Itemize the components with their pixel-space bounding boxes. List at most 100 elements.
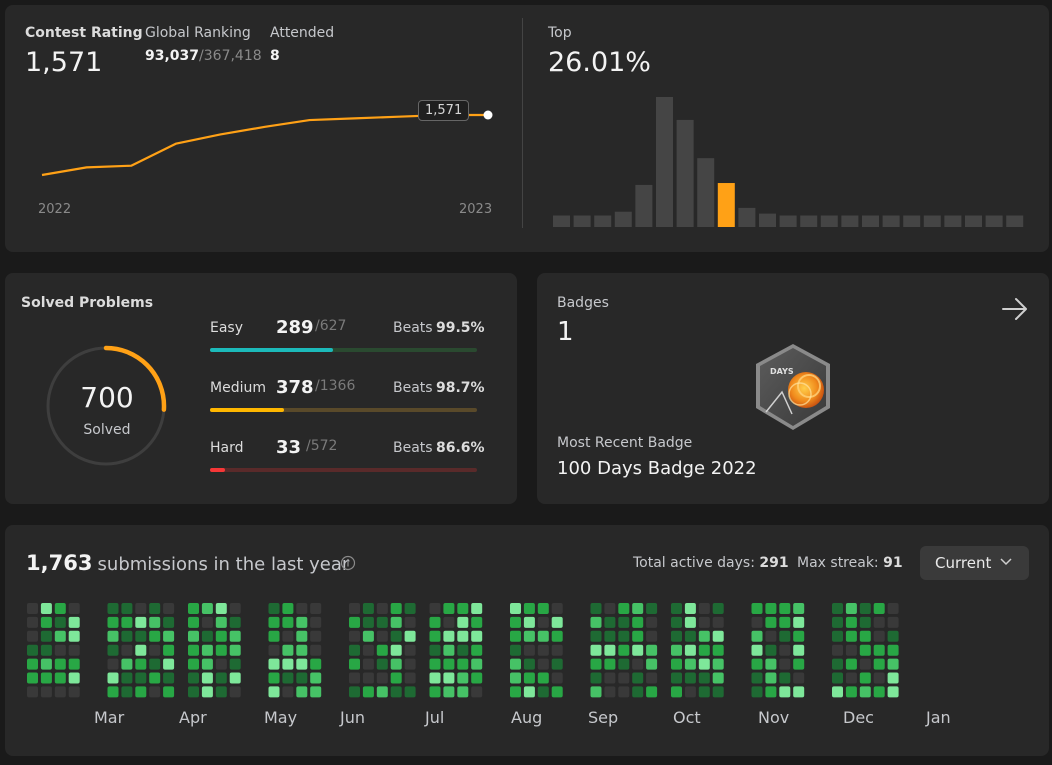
- easy-beats-label: Beats: [393, 320, 433, 336]
- month-label: Jul: [425, 708, 445, 727]
- month-label: Dec: [843, 708, 874, 727]
- easy-progress-bar: [210, 348, 477, 352]
- top-percentage: 26.01%: [548, 47, 651, 78]
- most-recent-badge-name: 100 Days Badge 2022: [557, 458, 757, 479]
- month-label: Sep: [588, 708, 619, 727]
- month-label: May: [264, 708, 298, 727]
- histogram-bar: [614, 211, 632, 227]
- histogram-bar: [738, 207, 756, 227]
- 100-days-badge-icon[interactable]: DAYS: [752, 342, 834, 432]
- contest-rating-card: [5, 5, 1049, 252]
- month-label: Nov: [758, 708, 790, 727]
- global-rank-total: /367,418: [199, 48, 262, 64]
- active-days: Total active days: 291: [633, 555, 789, 571]
- medium-beats-label: Beats: [393, 380, 433, 396]
- rating-line: [41, 113, 488, 177]
- histogram-bar: [800, 215, 818, 227]
- badges-arrow-button[interactable]: [1000, 294, 1030, 324]
- top-label: Top: [548, 25, 572, 41]
- year-select-dropdown[interactable]: Current: [920, 546, 1029, 580]
- easy-total: /627: [315, 318, 347, 334]
- hard-total: /572: [306, 438, 338, 454]
- global-ranking-label: Global Ranking: [145, 25, 251, 41]
- easy-count: 289: [276, 317, 314, 338]
- histogram-bar: [841, 215, 859, 227]
- contest-rating-label: Contest Rating: [25, 25, 143, 41]
- hard-count: 33: [276, 437, 302, 458]
- histogram-bar: [779, 215, 797, 227]
- medium-beats-value: 98.7%: [436, 380, 485, 396]
- easy-beats-value: 99.5%: [436, 320, 485, 336]
- histogram-bar: [717, 183, 735, 227]
- histogram-bar: [862, 215, 879, 227]
- max-streak-label: Max streak:: [797, 555, 879, 571]
- medium-total: /1366: [315, 378, 356, 394]
- badges-label: Badges: [557, 295, 609, 311]
- histogram-bar: [944, 215, 962, 227]
- easy-progress-fill: [210, 348, 334, 352]
- rating-tooltip: 1,571: [418, 100, 470, 121]
- histogram-bar: [573, 215, 591, 227]
- histogram-bar: [1006, 215, 1024, 227]
- solved-problems-label: Solved Problems: [21, 295, 154, 311]
- histogram-bar: [985, 215, 1003, 227]
- medium-count: 378: [276, 377, 314, 398]
- card-divider: [522, 18, 523, 228]
- solved-total: 700: [80, 381, 134, 414]
- year-end-label: 2023: [459, 202, 493, 217]
- rating-histogram: [553, 97, 1024, 227]
- month-label: Apr: [179, 708, 207, 727]
- medium-progress-bar: [210, 408, 477, 412]
- chevron-down-icon: [1000, 558, 1012, 566]
- hard-label: Hard: [210, 440, 244, 456]
- submissions-heading: 1,763 submissions in the last year: [26, 551, 349, 575]
- active-days-value: 291: [759, 555, 789, 571]
- solved-problems-card: [5, 273, 517, 504]
- histogram-bar: [553, 215, 570, 227]
- rating-line-chart: [41, 110, 493, 177]
- medium-progress-fill: [210, 408, 284, 412]
- arrow-right-icon: [1002, 298, 1027, 320]
- rating-current-point[interactable]: [483, 110, 493, 120]
- month-label: Jun: [340, 708, 365, 727]
- global-rank: 93,037: [145, 48, 200, 64]
- solved-progress-ring: [45, 345, 167, 467]
- max-streak: Max streak: 91: [797, 555, 903, 571]
- hard-progress-bar: [210, 468, 477, 472]
- month-label: Aug: [511, 708, 543, 727]
- year-start-label: 2022: [38, 202, 72, 217]
- histogram-bar: [594, 215, 612, 227]
- badges-count: 1: [557, 317, 574, 347]
- histogram-bar: [882, 215, 900, 227]
- hard-beats-value: 86.6%: [436, 440, 485, 456]
- month-label: Mar: [94, 708, 125, 727]
- contest-rating-value: 1,571: [25, 47, 103, 78]
- info-icon[interactable]: [340, 555, 356, 571]
- dropdown-value: Current: [935, 554, 992, 572]
- histogram-bar: [676, 119, 694, 227]
- attended-label: Attended: [270, 25, 335, 41]
- badge-days-text: DAYS: [770, 367, 794, 376]
- histogram-bar: [820, 215, 838, 227]
- solved-total-label: Solved: [83, 422, 131, 438]
- attended-value: 8: [270, 48, 280, 64]
- histogram-bar: [759, 213, 776, 227]
- hard-progress-fill: [210, 468, 226, 472]
- histogram-bar: [656, 97, 673, 227]
- histogram-bar: [923, 215, 941, 227]
- easy-label: Easy: [210, 320, 244, 336]
- histogram-bar: [635, 184, 653, 227]
- submissions-count: 1,763: [26, 551, 93, 575]
- month-label: Jan: [926, 708, 951, 727]
- most-recent-badge-label: Most Recent Badge: [557, 435, 693, 451]
- histogram-bar: [903, 215, 921, 227]
- histogram-bar: [697, 158, 715, 227]
- global-ranking-value: 93,037/367,418: [145, 48, 262, 64]
- medium-label: Medium: [210, 380, 266, 396]
- hard-beats-label: Beats: [393, 440, 433, 456]
- month-label: Oct: [673, 708, 701, 727]
- histogram-bar: [965, 215, 982, 227]
- submissions-text: submissions in the last year: [97, 554, 350, 575]
- max-streak-value: 91: [883, 555, 903, 571]
- ring-progress: [45, 345, 167, 467]
